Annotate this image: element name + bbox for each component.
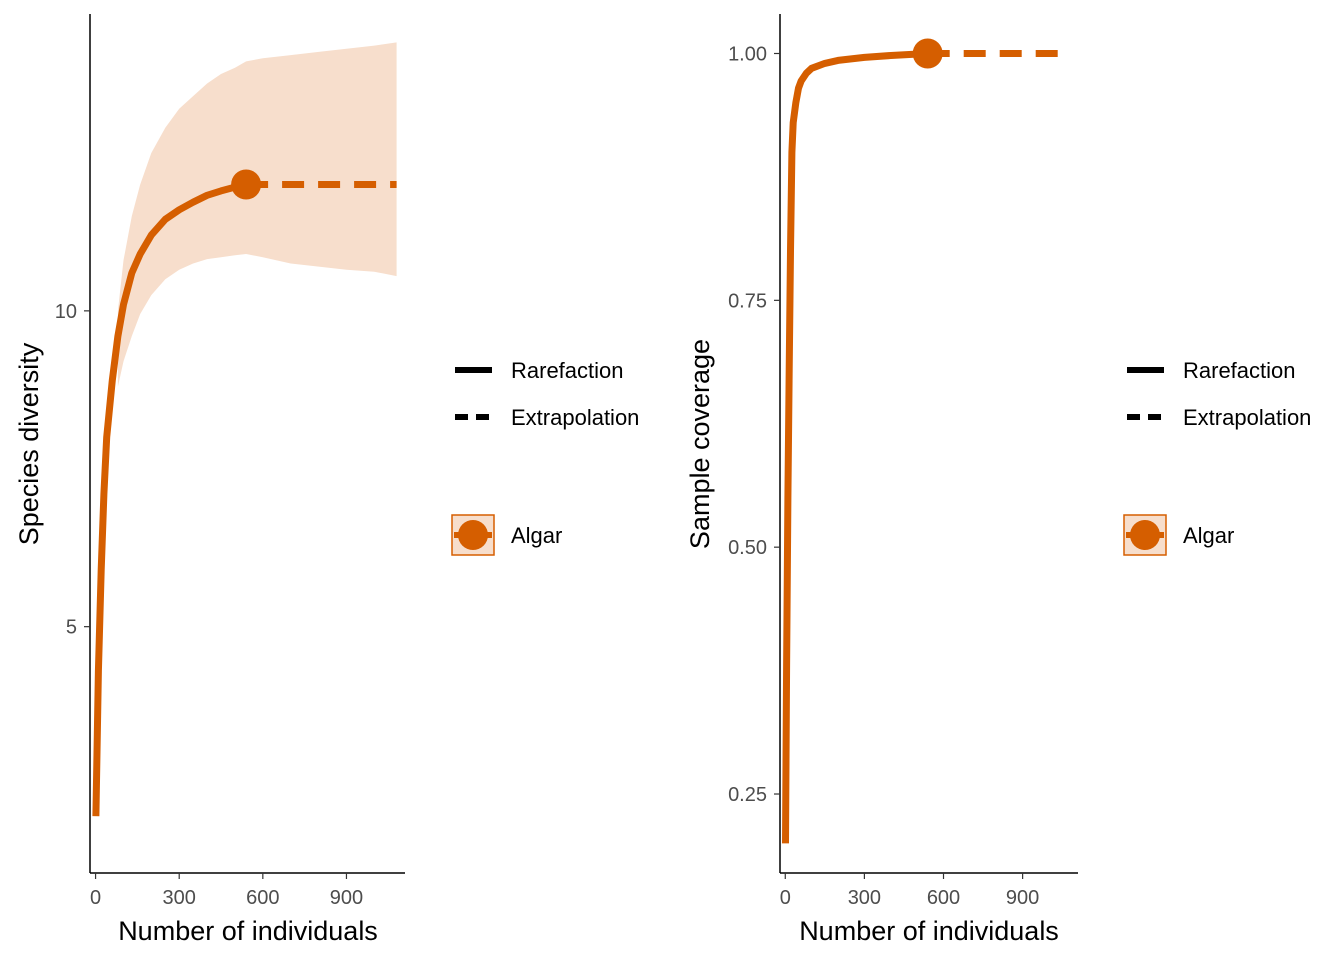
- right-y-tick-label: 1.00: [728, 43, 767, 65]
- left-legend-extrapolation-label: Extrapolation: [511, 405, 639, 430]
- left-y-axis-title: Species diversity: [14, 342, 44, 545]
- right-x-tick-label: 900: [1006, 887, 1039, 909]
- left-legend-algar-key-point: [458, 520, 488, 550]
- species-diversity-plot-area: 0 300 600 900 5 10: [55, 14, 405, 909]
- right-y-tick-label: 0.75: [728, 290, 767, 312]
- right-x-tick-label: 300: [848, 887, 881, 909]
- right-x-tick-label: 600: [927, 887, 960, 909]
- sample-coverage-plot-area: 0 300 600 900 0.25 0.50 0.75 1.00: [728, 14, 1078, 909]
- right-legend-rarefaction-label: Rarefaction: [1183, 358, 1296, 383]
- left-confidence-band: [117, 42, 397, 387]
- left-legend-rarefaction-label: Rarefaction: [511, 358, 624, 383]
- right-legend-algar-label: Algar: [1183, 523, 1234, 548]
- right-y-tick-label: 0.25: [728, 784, 767, 806]
- left-y-tick-label: 5: [66, 617, 77, 639]
- left-x-tick-label: 0: [90, 887, 101, 909]
- right-legend-algar-key-point: [1130, 520, 1160, 550]
- left-x-axis-title: Number of individuals: [118, 916, 378, 946]
- right-rarefaction-line: [782, 50, 928, 844]
- left-x-tick-label: 900: [330, 887, 363, 909]
- left-legend-algar-label: Algar: [511, 523, 562, 548]
- right-y-axis-title: Sample coverage: [685, 339, 715, 549]
- left-x-tick-label: 600: [246, 887, 279, 909]
- species-diversity-panel: 0 300 600 900 5 10 Number of individuals Spec…: [14, 14, 639, 946]
- right-legend-extrapolation-label: Extrapolation: [1183, 405, 1311, 430]
- left-legend: Rarefaction Extrapolation Algar: [451, 358, 639, 556]
- right-x-tick-label: 0: [780, 887, 791, 909]
- right-y-tick-label: 0.50: [728, 537, 767, 559]
- left-observed-point: [231, 169, 262, 200]
- sample-coverage-panel: 0 300 600 900 0.25 0.50 0.75 1.00 Number of ind…: [685, 14, 1311, 946]
- right-observed-point: [912, 38, 943, 69]
- left-x-tick-label: 300: [163, 887, 196, 909]
- left-rarefaction-line: [92, 181, 247, 817]
- left-y-tick-label: 10: [55, 301, 77, 323]
- right-legend: Rarefaction Extrapolation Algar: [1123, 358, 1311, 556]
- right-x-axis-title: Number of individuals: [799, 916, 1059, 946]
